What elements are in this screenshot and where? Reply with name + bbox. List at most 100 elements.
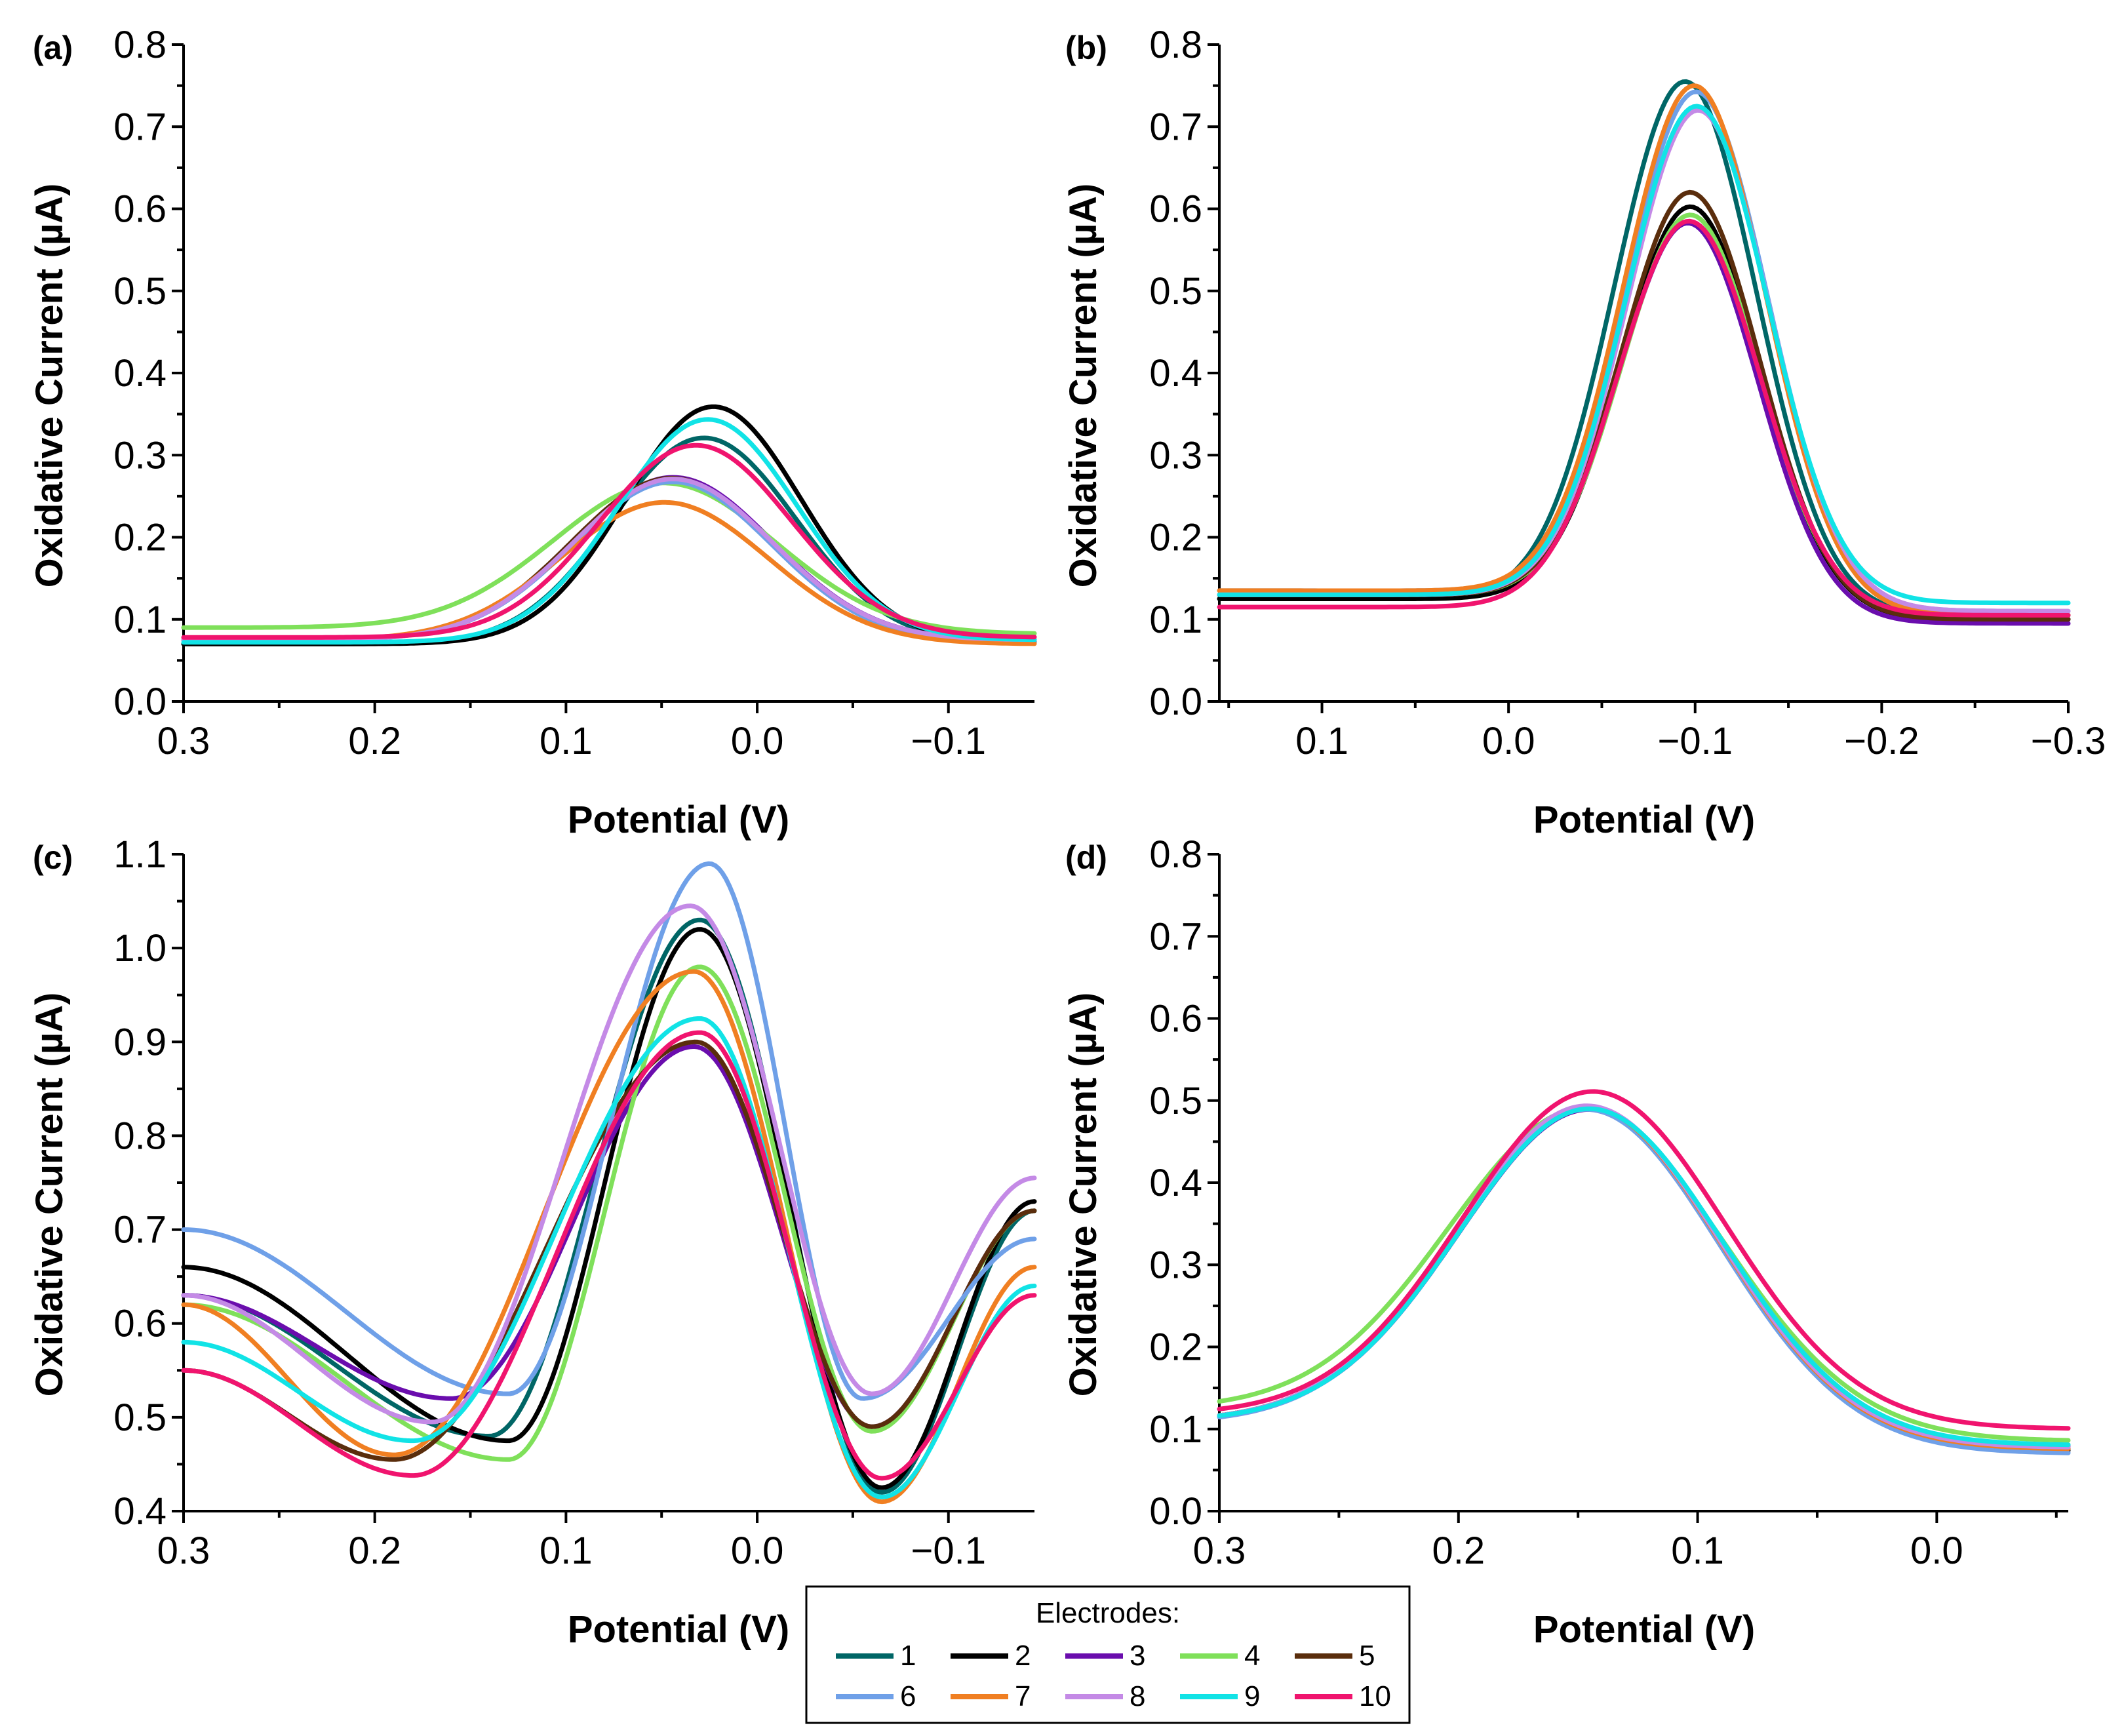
panel-c-y-tick-label: 0.9 bbox=[113, 1021, 167, 1063]
legend-title: Electrodes: bbox=[1036, 1597, 1180, 1629]
panel-a-y-tick-label: 0.0 bbox=[113, 681, 167, 723]
panel-b: (b) Potential (V) Oxidative Current (µA)… bbox=[1062, 24, 2106, 841]
panel-d-x-tick-label: 0.2 bbox=[1432, 1529, 1485, 1572]
panel-c-series-7-line bbox=[181, 969, 1037, 1505]
panel-b-y-tick-label: 0.6 bbox=[1149, 188, 1202, 231]
legend-label-1: 1 bbox=[900, 1640, 916, 1672]
panel-d-y-tick-label: 0.8 bbox=[1149, 833, 1202, 876]
panel-b-y-tick-label: 0.1 bbox=[1149, 599, 1202, 641]
panel-a-x-tick-label: 0.1 bbox=[540, 720, 593, 762]
panel-b-series-9-line bbox=[1217, 104, 2071, 606]
panel-c-series-10-line bbox=[181, 1030, 1037, 1481]
panel-a-y-tick-label: 0.7 bbox=[113, 106, 167, 148]
panel-a-y-tick-label: 0.3 bbox=[113, 434, 167, 477]
panel-a-series-1-line bbox=[181, 435, 1037, 646]
panel-b-y-tick-label: 0.7 bbox=[1149, 106, 1202, 148]
panel-c-series-9-line bbox=[181, 1016, 1037, 1499]
panel-b-series-1-line bbox=[1217, 79, 2071, 618]
panel-b-y-tick-label: 0.3 bbox=[1149, 434, 1202, 477]
legend-label-10: 10 bbox=[1359, 1680, 1391, 1712]
panel-d-y-tick-label: 0.3 bbox=[1149, 1244, 1202, 1286]
panel-d-y-tick-label: 0.1 bbox=[1149, 1408, 1202, 1451]
legend: Electrodes: 1 2 3 4 5 6 7 8 9 10 bbox=[805, 1585, 1411, 1724]
panel-c-y-axis-title: Oxidative Current (µA) bbox=[28, 993, 71, 1397]
panel-b-x-tick-label: 0.0 bbox=[1482, 720, 1535, 762]
panel-b-x-tick-label: −0.1 bbox=[1658, 720, 1733, 762]
panel-d-x-axis-title: Potential (V) bbox=[1533, 1608, 1755, 1651]
panel-c-x-tick-label: 0.3 bbox=[157, 1529, 210, 1572]
panel-c-y-tick-label: 0.6 bbox=[113, 1303, 167, 1345]
legend-label-5: 5 bbox=[1359, 1640, 1375, 1672]
panel-b-x-axis-title: Potential (V) bbox=[1533, 799, 1755, 841]
panel-b-y-tick-label: 0.8 bbox=[1149, 24, 1202, 66]
panel-d-x-tick-label: 0.1 bbox=[1671, 1529, 1724, 1572]
panel-c-y-tick-label: 1.1 bbox=[113, 833, 167, 876]
panel-d-label: (d) bbox=[1065, 839, 1107, 876]
panel-b-label: (b) bbox=[1065, 30, 1107, 66]
panel-a-y-tick-label: 0.8 bbox=[113, 24, 167, 66]
panel-c-y-tick-label: 0.5 bbox=[113, 1396, 167, 1439]
panel-b-y-tick-label: 0.4 bbox=[1149, 352, 1202, 395]
panel-b-x-tick-label: 0.1 bbox=[1295, 720, 1348, 762]
panel-d-series-10-line bbox=[1217, 1089, 2071, 1431]
panel-c-series-4-line bbox=[181, 964, 1037, 1462]
panel-c-x-tick-label: 0.0 bbox=[731, 1529, 784, 1572]
panel-d-y-axis-title: Oxidative Current (µA) bbox=[1062, 993, 1105, 1397]
panel-c-x-tick-label: −0.1 bbox=[911, 1529, 986, 1572]
panel-d-series-6-line bbox=[1217, 1107, 2071, 1455]
panel-d-series-4-line bbox=[1217, 1106, 2071, 1443]
panel-d-y-tick-label: 0.5 bbox=[1149, 1080, 1202, 1122]
panel-d: (d) Potential (V) Oxidative Current (µA)… bbox=[1062, 833, 2071, 1651]
panel-c: (c) Potential (V) Oxidative Current (µA)… bbox=[28, 833, 1037, 1651]
panel-c-series-8-line bbox=[181, 903, 1037, 1425]
legend-label-8: 8 bbox=[1130, 1680, 1145, 1712]
panel-a-x-tick-label: 0.2 bbox=[348, 720, 401, 762]
panel-a-series-2-line bbox=[181, 404, 1037, 646]
panel-b-y-tick-label: 0.0 bbox=[1149, 681, 1202, 723]
panel-a-x-tick-label: 0.3 bbox=[157, 720, 210, 762]
panel-c-label: (c) bbox=[33, 839, 73, 876]
panel-d-series-9-line bbox=[1217, 1106, 2071, 1448]
panel-d-y-tick-label: 0.7 bbox=[1149, 915, 1202, 958]
panel-c-series-5-line bbox=[181, 1039, 1037, 1462]
panel-c-y-tick-label: 0.8 bbox=[113, 1115, 167, 1157]
panel-d-series-8-line bbox=[1217, 1103, 2071, 1450]
panel-a-x-axis-title: Potential (V) bbox=[568, 799, 789, 841]
panel-b-y-tick-label: 0.2 bbox=[1149, 517, 1202, 559]
panel-c-x-axis-title: Potential (V) bbox=[568, 1608, 789, 1651]
panel-b-series-10-line bbox=[1217, 218, 2071, 618]
panel-a-series-8-line bbox=[181, 477, 1037, 642]
panel-a-x-tick-label: 0.0 bbox=[731, 720, 784, 762]
panel-a-series-9-line bbox=[181, 417, 1037, 645]
panel-c-y-tick-label: 1.0 bbox=[113, 927, 167, 970]
panel-c-y-tick-label: 0.7 bbox=[113, 1209, 167, 1252]
panel-b-y-axis-title: Oxidative Current (µA) bbox=[1062, 184, 1105, 588]
legend-label-7: 7 bbox=[1015, 1680, 1031, 1712]
panel-d-y-tick-label: 0.4 bbox=[1149, 1162, 1202, 1204]
panel-b-x-tick-label: −0.2 bbox=[1844, 720, 1919, 762]
panel-a-y-tick-label: 0.2 bbox=[113, 517, 167, 559]
legend-label-3: 3 bbox=[1130, 1640, 1145, 1672]
legend-label-9: 9 bbox=[1244, 1680, 1260, 1712]
panel-a-y-tick-label: 0.1 bbox=[113, 599, 167, 641]
panel-c-x-tick-label: 0.2 bbox=[348, 1529, 401, 1572]
legend-label-4: 4 bbox=[1244, 1640, 1260, 1672]
panel-d-x-tick-label: 0.0 bbox=[1910, 1529, 1963, 1572]
panel-b-series-5-line bbox=[1217, 189, 2071, 622]
panel-a: (a) Potential (V) Oxidative Current (µA)… bbox=[28, 24, 1037, 841]
panel-b-y-tick-label: 0.5 bbox=[1149, 270, 1202, 313]
panel-a-y-tick-label: 0.4 bbox=[113, 352, 167, 395]
panel-c-x-tick-label: 0.1 bbox=[540, 1529, 593, 1572]
panel-d-series-5-line bbox=[1217, 1104, 2071, 1451]
panel-d-series-7-line bbox=[1217, 1104, 2071, 1451]
panel-d-series-2-line bbox=[1217, 1105, 2071, 1453]
panel-a-y-axis-title: Oxidative Current (µA) bbox=[28, 184, 71, 588]
panel-d-series-3-line bbox=[1217, 1107, 2071, 1449]
panel-a-label: (a) bbox=[33, 30, 73, 66]
panel-b-series-8-line bbox=[1217, 108, 2071, 614]
panel-d-y-tick-label: 0.2 bbox=[1149, 1326, 1202, 1369]
legend-label-6: 6 bbox=[900, 1680, 916, 1712]
panel-c-series-2-line bbox=[181, 927, 1037, 1490]
panel-d-y-tick-label: 0.6 bbox=[1149, 998, 1202, 1040]
